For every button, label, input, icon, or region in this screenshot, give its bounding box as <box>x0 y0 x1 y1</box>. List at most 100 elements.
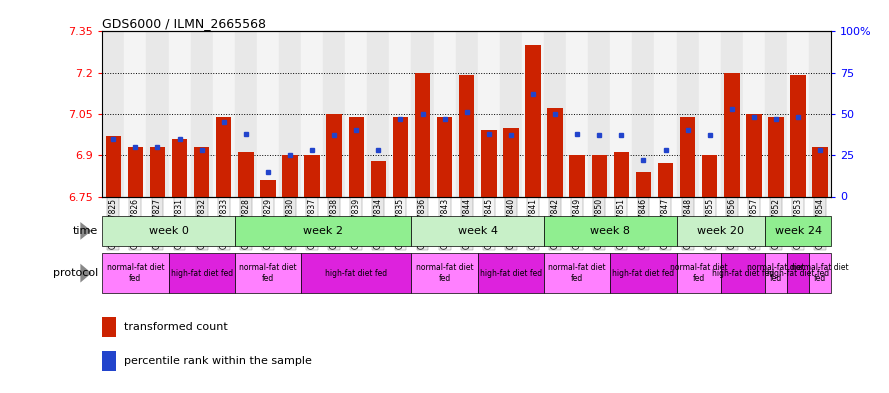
Bar <box>765 31 787 196</box>
Text: percentile rank within the sample: percentile rank within the sample <box>124 356 311 365</box>
Bar <box>172 139 188 196</box>
Bar <box>304 155 320 196</box>
Bar <box>412 216 544 246</box>
Bar <box>456 31 477 196</box>
Text: week 8: week 8 <box>590 226 630 236</box>
Bar <box>611 253 677 293</box>
Bar <box>525 45 541 196</box>
Bar <box>102 317 116 337</box>
Bar <box>301 31 323 196</box>
Text: week 24: week 24 <box>774 226 821 236</box>
Bar <box>348 117 364 196</box>
Bar <box>589 31 611 196</box>
Text: normal-fat diet
fed: normal-fat diet fed <box>791 263 849 283</box>
Bar <box>106 136 121 196</box>
Bar <box>724 73 740 196</box>
Bar <box>566 31 589 196</box>
Bar <box>548 108 563 196</box>
Bar <box>768 117 784 196</box>
Bar <box>371 161 386 196</box>
Bar <box>790 75 805 196</box>
Bar <box>190 31 212 196</box>
Bar <box>260 180 276 196</box>
Text: normal-fat diet
fed: normal-fat diet fed <box>416 263 474 283</box>
Text: normal-fat diet
fed: normal-fat diet fed <box>239 263 297 283</box>
Bar <box>389 31 412 196</box>
Bar <box>257 31 279 196</box>
Bar <box>503 128 518 196</box>
Text: week 0: week 0 <box>148 226 188 236</box>
Bar <box>102 253 169 293</box>
Bar <box>699 31 721 196</box>
Text: normal-fat diet
fed: normal-fat diet fed <box>549 263 606 283</box>
Bar <box>680 117 695 196</box>
Bar <box>459 75 475 196</box>
Text: protocol: protocol <box>52 268 98 278</box>
Bar <box>434 31 456 196</box>
Bar <box>787 253 809 293</box>
Bar <box>721 31 743 196</box>
Bar <box>393 117 408 196</box>
Bar <box>677 31 699 196</box>
Bar <box>235 31 257 196</box>
Text: normal-fat diet
fed: normal-fat diet fed <box>107 263 164 283</box>
Bar <box>102 216 235 246</box>
Text: normal-fat diet
fed: normal-fat diet fed <box>747 263 805 283</box>
Bar <box>765 216 831 246</box>
Text: high-fat diet fed: high-fat diet fed <box>767 269 829 277</box>
Text: time: time <box>73 226 98 236</box>
Bar <box>809 31 831 196</box>
Bar <box>636 172 651 196</box>
Bar <box>169 253 235 293</box>
Bar <box>235 216 412 246</box>
Bar <box>279 31 301 196</box>
Bar <box>544 31 566 196</box>
Bar <box>149 147 165 196</box>
Bar <box>570 155 585 196</box>
Bar <box>544 216 677 246</box>
Bar <box>677 253 721 293</box>
Text: high-fat diet fed: high-fat diet fed <box>325 269 388 277</box>
Bar <box>544 253 611 293</box>
Bar <box>477 31 500 196</box>
Bar <box>194 147 210 196</box>
Bar <box>611 31 632 196</box>
Bar <box>212 31 235 196</box>
Bar <box>124 31 147 196</box>
Bar <box>147 31 169 196</box>
Bar <box>613 152 629 196</box>
Bar <box>702 155 717 196</box>
Bar <box>721 253 765 293</box>
Bar <box>415 73 430 196</box>
Bar <box>481 130 497 196</box>
Bar <box>746 114 762 196</box>
Bar <box>323 31 345 196</box>
Bar <box>813 147 828 196</box>
Bar <box>367 31 389 196</box>
Bar <box>283 155 298 196</box>
Bar <box>477 253 544 293</box>
Text: high-fat diet fed: high-fat diet fed <box>613 269 675 277</box>
Text: normal-fat diet
fed: normal-fat diet fed <box>669 263 727 283</box>
Bar <box>632 31 654 196</box>
Bar <box>658 163 673 196</box>
Bar <box>677 216 765 246</box>
Polygon shape <box>80 264 92 283</box>
Bar <box>235 253 301 293</box>
Bar <box>654 31 677 196</box>
Text: high-fat diet fed: high-fat diet fed <box>712 269 774 277</box>
Bar <box>787 31 809 196</box>
Text: week 20: week 20 <box>697 226 744 236</box>
Bar <box>522 31 544 196</box>
Bar <box>500 31 522 196</box>
Bar <box>743 31 765 196</box>
Text: GDS6000 / ILMN_2665568: GDS6000 / ILMN_2665568 <box>102 17 266 30</box>
Text: high-fat diet fed: high-fat diet fed <box>171 269 233 277</box>
Bar <box>301 253 412 293</box>
Bar <box>102 351 116 371</box>
Text: high-fat diet fed: high-fat diet fed <box>480 269 542 277</box>
Bar <box>216 117 231 196</box>
Bar <box>238 152 253 196</box>
Bar <box>169 31 190 196</box>
Text: week 2: week 2 <box>303 226 343 236</box>
